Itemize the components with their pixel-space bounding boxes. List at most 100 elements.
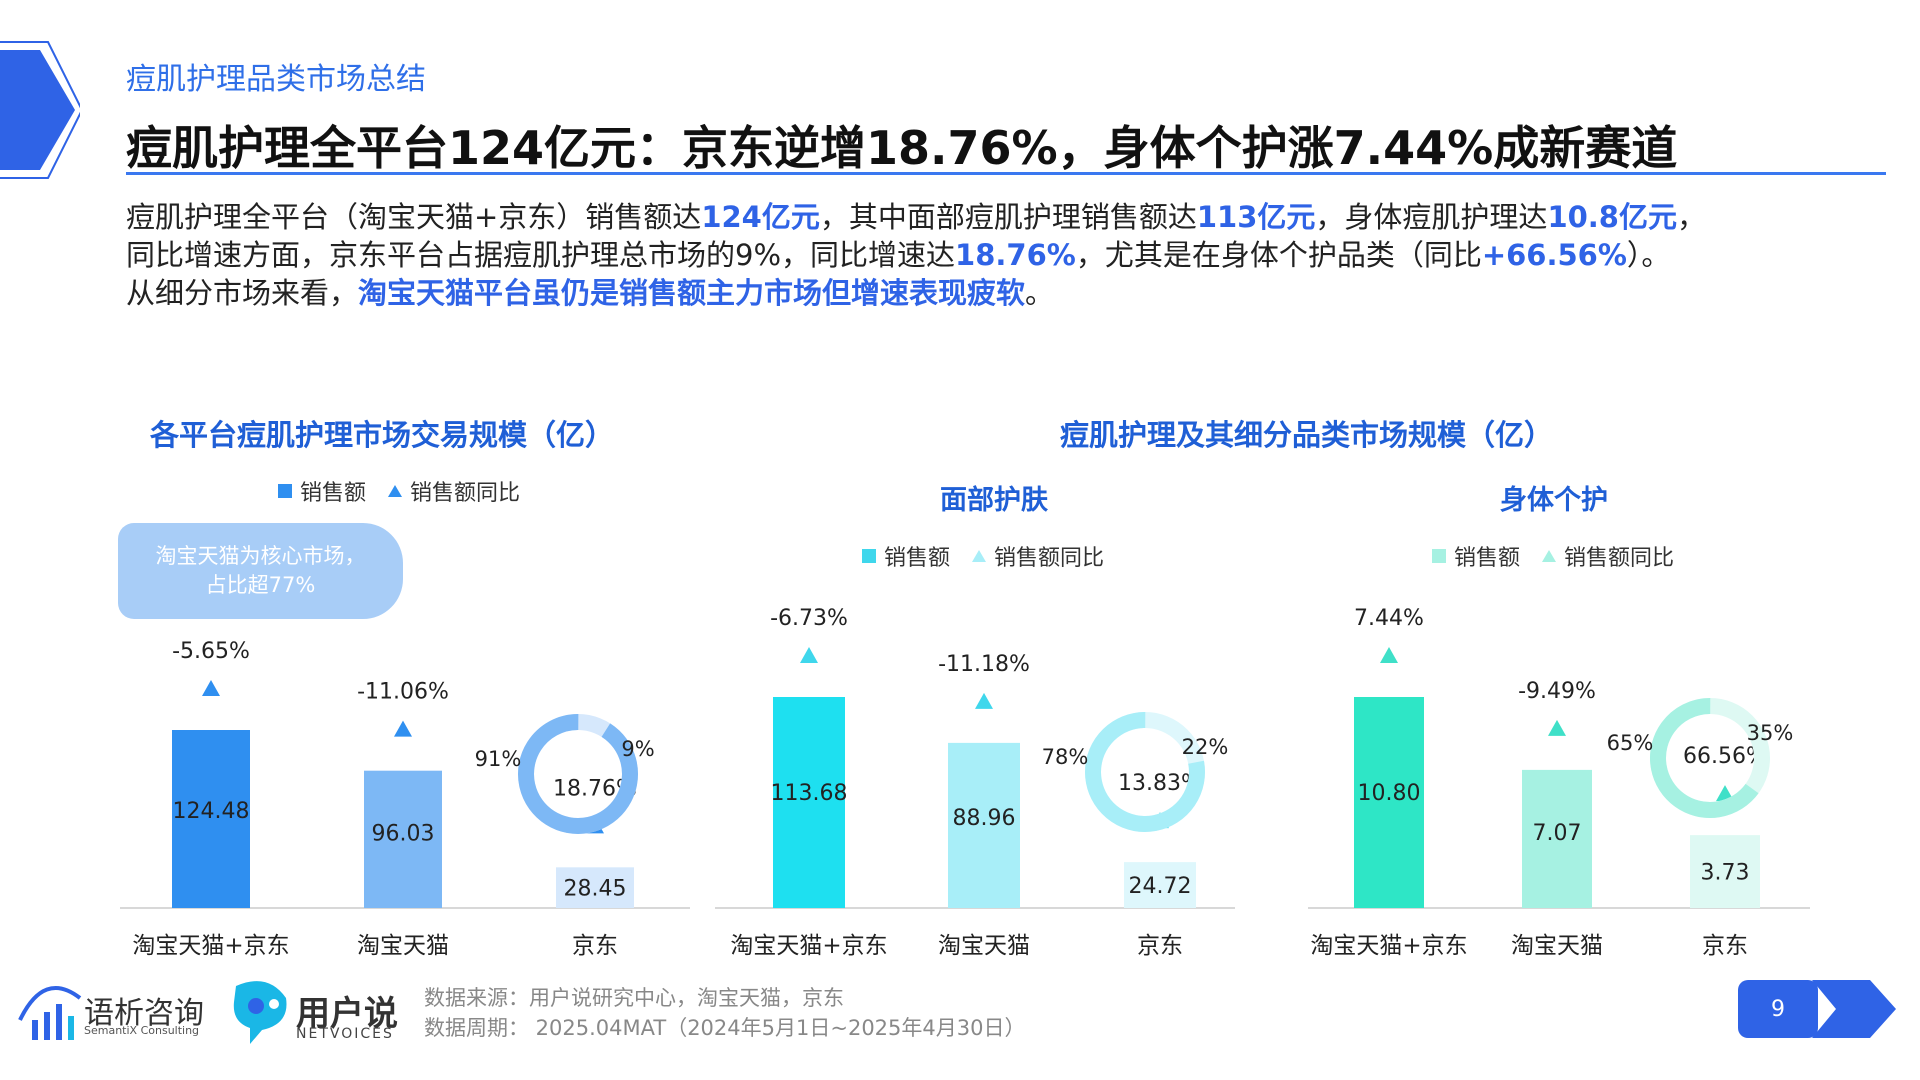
yoy-value-label: 7.44% [1354, 606, 1424, 631]
text: 痘肌护理全平台（淘宝天猫+京东）销售额达 [126, 200, 702, 234]
left-chart-title: 各平台痘肌护理市场交易规模（亿） [150, 418, 615, 452]
bar-1 [1354, 697, 1424, 908]
bar-value-label: 96.03 [372, 821, 435, 846]
legend-sales-label: 销售额 [300, 481, 367, 506]
netvoices-logo-icon [233, 981, 287, 1044]
category-label: 淘宝天猫 [938, 933, 1030, 959]
legend-sales-swatch [862, 549, 876, 563]
yoy-triangle-marker [1716, 785, 1734, 802]
category-label: 京东 [1137, 933, 1183, 959]
text: ，尤其是在身体个护品类（同比 [1075, 238, 1482, 272]
category-label: 京东 [572, 933, 618, 959]
share-major-label: 78% [1042, 745, 1089, 769]
face-subtitle: 面部护肤 [940, 485, 1048, 516]
bar-3 [1124, 862, 1196, 908]
yoy-triangle-marker [1548, 719, 1566, 736]
bar-2 [948, 742, 1020, 908]
category-label: 淘宝天猫+京东 [1310, 933, 1467, 959]
highlight: 10.8亿元 [1547, 200, 1677, 234]
legend-sales-swatch [278, 484, 292, 498]
highlight: +66.56% [1481, 238, 1627, 272]
summary-paragraph: 痘肌护理全平台（淘宝天猫+京东）销售额达124亿元，其中面部痘肌护理销售额达11… [126, 198, 1826, 312]
callout-bubble: 淘宝天猫为核心市场， 占比超77% [118, 523, 403, 619]
callout-text: 淘宝天猫为核心市场， 占比超77% [155, 544, 366, 597]
yoy-triangle-marker [800, 647, 818, 663]
text: ，身体痘肌护理达 [1315, 200, 1548, 234]
title-underline [126, 172, 1886, 175]
semantix-logo-sub: SemantiX Consulting [84, 1024, 200, 1037]
share-major-label: 91% [475, 747, 522, 771]
legend-yoy-triangle-icon [388, 485, 403, 497]
bar-3 [1690, 835, 1760, 908]
yoy-value-label: -11.18% [938, 652, 1030, 677]
bar-value-label: 10.80 [1358, 781, 1421, 806]
netvoices-logo-name: 用户说 [296, 994, 398, 1034]
summary-line-2: 同比增速方面，京东平台占据痘肌护理总市场的9%，同比增速达18.76%，尤其是在… [126, 236, 1826, 274]
legend-sales-swatch [1432, 549, 1446, 563]
bar-2 [1522, 769, 1592, 908]
bar-value-label: 24.72 [1129, 874, 1192, 899]
bar-value-label: 124.48 [173, 799, 250, 824]
semantix-logo-icon [18, 986, 82, 1040]
legend-yoy-label: 销售额同比 [410, 481, 521, 506]
category-label: 淘宝天猫 [357, 933, 449, 959]
category-label: 淘宝天猫+京东 [132, 933, 289, 959]
yoy-value-label: -9.49% [1518, 679, 1596, 704]
page-number: 9 [1738, 980, 1818, 1038]
text: 从细分市场来看， [126, 276, 359, 310]
bar-2 [364, 770, 442, 908]
highlight: 113亿元 [1196, 200, 1316, 234]
highlight: 淘宝天猫平台虽仍是销售额主力市场但增速表现疲软 [358, 276, 1026, 310]
legend-yoy-label: 销售额同比 [994, 546, 1105, 571]
legend-sales-label: 销售额 [884, 546, 951, 571]
yoy-triangle-marker [394, 720, 412, 737]
summary-line-3: 从细分市场来看，淘宝天猫平台虽仍是销售额主力市场但增速表现疲软。 [126, 274, 1826, 312]
share-ring-major [1650, 698, 1770, 818]
yoy-triangle-marker [975, 692, 993, 709]
legend-yoy-triangle-icon [972, 550, 987, 562]
body-legend: 销售额 销售额同比 [1432, 540, 1674, 572]
text: ，其中面部痘肌护理销售额达 [819, 200, 1197, 234]
text: 同比增速方面，京东平台占据痘肌护理总市场的9%，同比增速达 [126, 238, 956, 272]
netvoices-logo-sub: NETVOICES [296, 1026, 394, 1042]
body-subtitle: 身体个护 [1500, 485, 1608, 516]
share-minor-label: 22% [1182, 735, 1229, 759]
share-minor-label: 9% [621, 737, 654, 761]
face-legend: 销售额 销售额同比 [862, 540, 1104, 572]
yoy-value-label: -5.65% [172, 639, 250, 664]
section-subtitle: 痘肌护理品类市场总结 [126, 62, 426, 97]
highlight: 124亿元 [701, 200, 820, 234]
bar-value-label: 7.07 [1533, 821, 1582, 846]
semantix-logo-name: 语析咨询 [84, 996, 204, 1031]
bar-value-label: 3.73 [1701, 861, 1750, 886]
next-chevron-icon [1812, 980, 1896, 1038]
share-minor-label: 35% [1747, 721, 1794, 745]
page-title: 痘肌护理全平台124亿元：京东逆增18.76%，身体个护涨7.44%成新赛道 [126, 121, 1678, 175]
share-major-label: 65% [1607, 731, 1654, 755]
text: 。 [1025, 276, 1055, 310]
bar-value-label: 88.96 [953, 806, 1016, 831]
decorative-hexagon [0, 41, 80, 179]
yoy-value-label: -11.06% [357, 680, 449, 705]
bar-value-label: 113.68 [771, 781, 848, 806]
bar-1 [172, 730, 250, 908]
bar-value-label: 28.45 [564, 877, 627, 902]
summary-line-1: 痘肌护理全平台（淘宝天猫+京东）销售额达124亿元，其中面部痘肌护理销售额达11… [126, 198, 1826, 236]
legend-sales-label: 销售额 [1454, 546, 1521, 571]
right-chart-title: 痘肌护理及其细分品类市场规模（亿） [1060, 418, 1554, 452]
category-label: 淘宝天猫 [1511, 933, 1603, 959]
category-label: 京东 [1702, 933, 1748, 959]
yoy-value-label: 66.56% [1683, 744, 1767, 769]
bar-1 [773, 697, 845, 908]
legend-yoy-label: 销售额同比 [1564, 546, 1675, 571]
legend-yoy-triangle-icon [1542, 550, 1557, 562]
share-ring-major [518, 714, 638, 834]
highlight: 18.76% [955, 238, 1076, 272]
data-source: 数据来源：用户说研究中心，淘宝天猫，京东 [424, 986, 844, 1010]
share-ring-major [1085, 712, 1205, 832]
text: ）。 [1626, 238, 1671, 272]
bar-3 [556, 867, 634, 908]
text: ， [1677, 200, 1707, 234]
left-legend: 销售额 销售额同比 [278, 475, 520, 507]
